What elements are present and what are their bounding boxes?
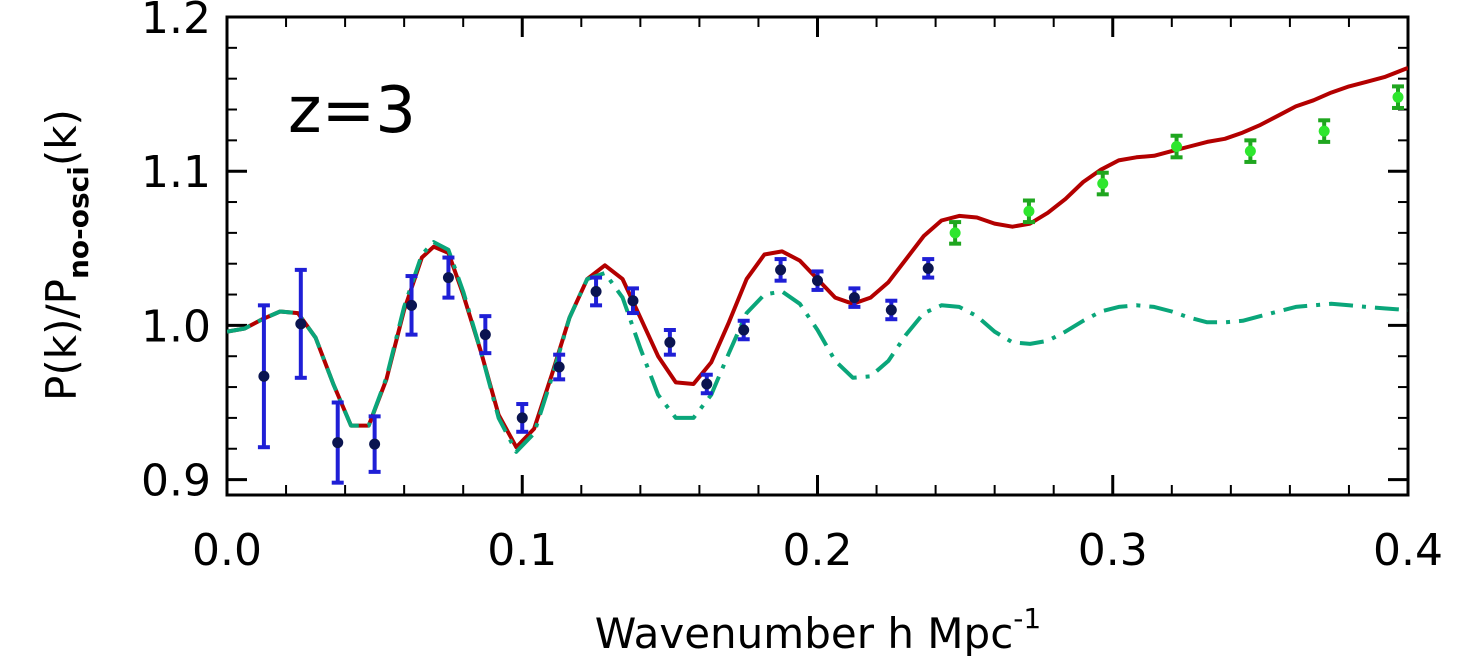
data-point-blue xyxy=(516,402,529,434)
x-tick-label: 0.4 xyxy=(1373,525,1443,576)
data-point-green xyxy=(1244,138,1257,164)
data-point-blue xyxy=(848,286,861,309)
data-point-green xyxy=(1096,170,1109,197)
data-point-green xyxy=(1170,133,1183,160)
point-marker xyxy=(664,336,676,348)
point-marker xyxy=(1171,141,1183,153)
data-point-blue xyxy=(405,274,418,337)
y-tick-label: 1.1 xyxy=(141,147,211,198)
x-axis-title-sup: -1 xyxy=(1013,602,1041,635)
point-marker xyxy=(949,227,961,239)
data-point-blue xyxy=(663,328,676,357)
y-tick-label: 1.2 xyxy=(141,0,211,44)
y-axis-title-main: P(k)/P xyxy=(37,279,86,401)
point-marker xyxy=(590,285,602,297)
data-point-blue xyxy=(331,400,344,485)
data-point-blue xyxy=(442,255,455,300)
point-marker xyxy=(1097,178,1109,190)
point-marker xyxy=(701,378,713,390)
annotation-redshift: z=3 xyxy=(288,74,416,148)
x-axis-title-main: Wavenumber h Mpc xyxy=(595,609,1014,656)
data-point-green xyxy=(1022,198,1035,225)
data-point-blue xyxy=(811,269,824,292)
point-marker xyxy=(332,437,344,449)
series-points xyxy=(257,84,1404,485)
data-point-blue xyxy=(257,303,270,450)
data-point-blue xyxy=(479,314,492,356)
point-marker xyxy=(295,318,307,330)
data-point-blue xyxy=(368,414,381,474)
data-point-blue xyxy=(737,318,750,342)
point-marker xyxy=(738,324,750,336)
data-point-green xyxy=(1318,118,1331,144)
y-tick-label: 0.9 xyxy=(141,456,211,507)
point-marker xyxy=(848,292,860,304)
y-tick-label: 1.0 xyxy=(141,301,211,352)
point-marker xyxy=(775,264,787,276)
data-point-blue xyxy=(885,298,898,322)
axis-tick-labels: 0.0 0.1 0.2 0.3 0.4 0.9 1.0 1.1 1.2 xyxy=(141,0,1443,576)
point-marker xyxy=(1392,91,1404,103)
data-point-blue xyxy=(774,257,787,283)
point-marker xyxy=(516,412,528,424)
y-axis-title: P(k)/Pno-osci(k) xyxy=(37,109,95,401)
series-line-dashdot xyxy=(227,240,1408,454)
data-point-blue xyxy=(626,286,639,316)
point-marker xyxy=(1023,205,1035,217)
point-marker xyxy=(442,272,454,284)
x-tick-label: 0.1 xyxy=(487,525,557,576)
data-point-blue xyxy=(700,372,713,396)
point-marker xyxy=(553,361,565,373)
point-marker xyxy=(406,299,418,311)
x-tick-label: 0.3 xyxy=(1078,525,1148,576)
point-marker xyxy=(922,262,934,274)
x-tick-label: 0.2 xyxy=(783,525,853,576)
point-marker xyxy=(1244,145,1256,157)
data-point-blue xyxy=(590,275,603,308)
data-point-blue xyxy=(553,352,566,382)
data-point-green xyxy=(1392,84,1404,110)
data-point-blue xyxy=(294,267,307,380)
y-axis-title-tail: (k) xyxy=(37,109,86,166)
point-marker xyxy=(1318,125,1330,137)
point-marker xyxy=(258,370,270,382)
data-point-blue xyxy=(922,257,935,280)
series-line-solid xyxy=(227,66,1408,450)
x-axis-title: Wavenumber h Mpc-1 xyxy=(595,602,1041,656)
series-lines xyxy=(227,66,1408,454)
axis-ticks xyxy=(225,15,1410,495)
point-marker xyxy=(812,275,823,287)
point-marker xyxy=(369,438,381,450)
point-marker xyxy=(627,295,639,307)
point-marker xyxy=(479,329,491,341)
point-marker xyxy=(885,304,897,316)
y-axis-title-sub: no-osci xyxy=(62,166,95,279)
data-point-green xyxy=(949,220,962,246)
x-tick-label: 0.0 xyxy=(192,525,262,576)
